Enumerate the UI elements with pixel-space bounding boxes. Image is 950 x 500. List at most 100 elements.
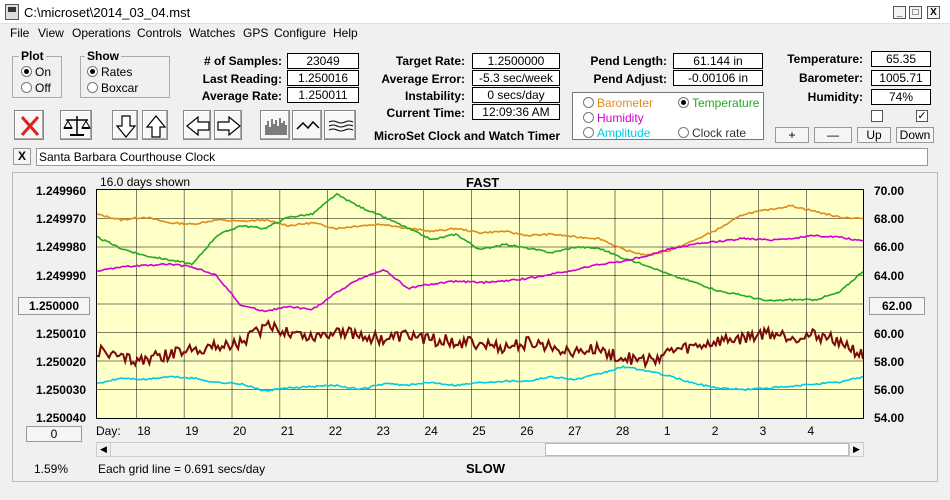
close-button[interactable]: X [927,6,940,19]
menu-gps[interactable]: GPS [243,26,269,40]
x-tick-label: 18 [137,424,151,438]
menu-configure[interactable]: Configure [274,26,327,40]
plot-off-label: Off [35,81,51,95]
plot-on-radio[interactable]: On [21,65,51,79]
pend-length-label: Pend Length: [590,54,667,68]
chart-svg [96,190,864,418]
menu-file[interactable]: File [10,26,30,40]
temperature-label: Temperature: [787,52,863,66]
humidity-label: Humidity: [807,90,863,104]
amplitude-radio[interactable]: Amplitude [583,126,650,140]
smooth-graph-button[interactable] [324,110,356,140]
wave-graph-icon [328,120,354,132]
x-tick-label: 1 [663,424,671,438]
samples-value: 23049 [287,53,359,69]
barometer-value: 1005.71 [871,70,931,86]
arrow-right-button[interactable] [214,110,242,140]
arrow-down-button[interactable] [112,110,138,140]
grid-note-label: Each grid line = 0.691 secs/day [98,462,266,476]
left-center-button[interactable]: 1.250000 [18,297,90,315]
day-label: Day: [96,424,121,438]
slow-label: SLOW [466,461,505,476]
bar-graph-button[interactable] [260,110,290,140]
right-checkbox[interactable]: ✓ [916,110,928,122]
fast-label: FAST [466,175,500,190]
app-icon [5,4,19,20]
line-graph-button[interactable] [292,110,322,140]
stop-button[interactable] [14,110,44,140]
menu-help[interactable]: Help [333,26,358,40]
arrow-up-button[interactable] [142,110,168,140]
menu-operations[interactable]: Operations [72,26,131,40]
y-left-tick: 1.250040 [35,411,86,425]
percent-label: 1.59% [34,462,69,476]
clock-name-input[interactable]: Santa Barbara Courthouse Clock [36,148,928,166]
x-tick-label: 24 [424,424,438,438]
last-reading-label: Last Reading: [202,72,282,86]
average-rate-value: 1.250011 [287,87,359,103]
y-left-tick: 1.250030 [35,383,86,397]
pend-length-value: 61.144 in [673,53,763,69]
humidity-value: 74% [871,89,931,105]
horizontal-scrollbar[interactable]: ◀ ▶ [96,442,864,457]
y-right-tick: 58.00 [874,355,905,369]
radio-dot-icon [21,66,32,77]
scroll-right-icon[interactable]: ▶ [849,443,863,456]
menu-controls[interactable]: Controls [137,26,182,40]
x-tick-label: 19 [185,424,199,438]
x-tick-label: 3 [759,424,767,438]
scroll-thumb[interactable] [545,443,849,456]
current-time-label: Current Time: [386,106,465,120]
right-center-button[interactable]: 62.00 [869,297,925,315]
arrow-up-icon [145,115,167,138]
clock-rate-radio[interactable]: Clock rate [678,126,746,140]
down-button[interactable]: Down [896,127,934,143]
left-checkbox[interactable] [871,110,883,122]
y-left-tick: 1.249960 [35,184,86,198]
days-shown-label: 16.0 days shown [100,175,191,189]
y-left-tick: 1.250010 [35,327,86,341]
plot-off-radio[interactable]: Off [21,81,51,95]
left-bottom-button[interactable]: 0 [26,426,82,442]
x-tick-label: 22 [328,424,343,438]
barometer-radio[interactable]: Barometer [583,96,653,110]
title-bar: C:\microset\2014_03_04.mst _ □ X [0,0,950,24]
window-title: C:\microset\2014_03_04.mst [24,5,191,20]
last-reading-value: 1.250016 [287,70,359,86]
humidity-radio[interactable]: Humidity [583,111,644,125]
target-rate-value: 1.2500000 [472,53,560,69]
x-tick-label: 28 [616,424,630,438]
show-boxcar-radio[interactable]: Boxcar [87,81,138,95]
instability-label: Instability: [404,89,465,103]
clear-clock-button[interactable]: X [13,148,31,165]
up-button[interactable]: Up [857,127,891,143]
x-tick-label: 20 [233,424,247,438]
minimize-button[interactable]: _ [893,6,906,19]
minus-button[interactable]: — [814,127,852,143]
radio-dot-icon [583,112,594,123]
average-error-label: Average Error: [381,72,465,86]
radio-dot-icon [87,66,98,77]
show-group-title: Show [85,49,121,63]
balance-button[interactable] [60,110,92,140]
arrow-left-button[interactable] [183,110,211,140]
menu-view[interactable]: View [38,26,64,40]
scroll-left-icon[interactable]: ◀ [97,443,111,456]
plus-button[interactable]: + [775,127,809,143]
current-time-value: 12:09:36 AM [472,104,560,120]
x-tick-row: 18 19 20 21 22 23 24 25 26 27 28 1 2 3 4 [96,424,864,438]
show-rates-radio[interactable]: Rates [87,65,132,79]
samples-label: # of Samples: [203,54,282,68]
radio-dot-icon [21,82,32,93]
maximize-button[interactable]: □ [909,6,922,19]
x-tick-label: 25 [472,424,486,438]
series-line-barometer [96,204,864,257]
temperature-radio-label: Temperature [692,96,760,110]
menu-watches[interactable]: Watches [189,26,236,40]
series-line-rate [96,319,864,370]
plot-area[interactable] [96,189,864,419]
temperature-radio[interactable]: Temperature [678,96,759,110]
clock-rate-radio-label: Clock rate [692,126,747,140]
y-right-tick: 68.00 [874,212,905,226]
temperature-value: 65.35 [871,51,931,67]
